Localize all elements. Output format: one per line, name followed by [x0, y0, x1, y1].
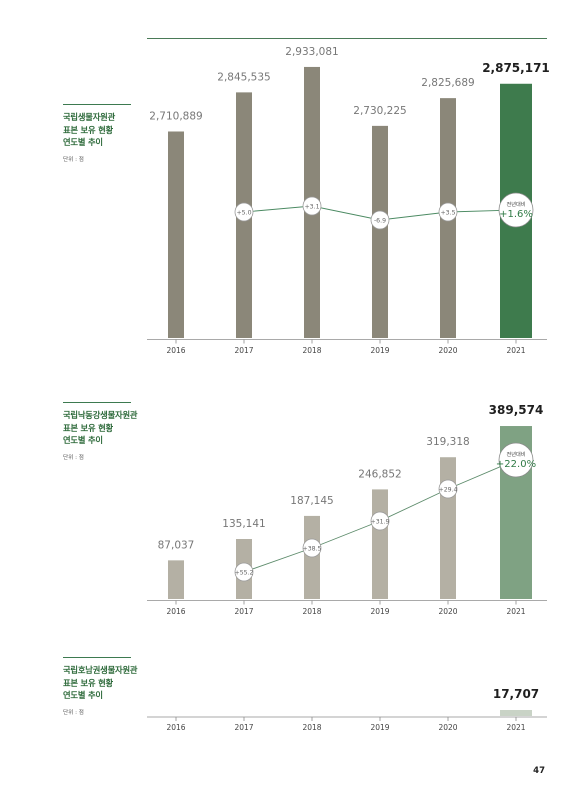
growth-marker: [438, 202, 458, 222]
x-tick-label: 2017: [234, 607, 253, 616]
bar: [372, 489, 388, 599]
page-number: 47: [533, 766, 545, 776]
growth-label-highlight: +22.0%: [496, 459, 536, 470]
chart-3: 2016 2017 2018 2019 2020 2021 17,707: [147, 687, 547, 732]
chart-2: 2016 2017 2018 2019 2020 2021 87,037 135,141 187…: [147, 403, 547, 616]
chart-1: 2016 2017 2018 2019 2020 2021 2,710,889 2,845,5…: [147, 46, 550, 355]
data-label: 2,845,535: [217, 71, 270, 83]
x-tick-label: 2019: [370, 723, 389, 732]
x-tick-label: 2020: [438, 607, 457, 616]
growth-marker: [234, 202, 254, 222]
growth-label: +3.5: [440, 209, 455, 216]
chart3-unit: 단위 : 점: [63, 709, 84, 716]
chart1-title: 국립생물자원관 표본 보유 현황 연도별 추이: [63, 112, 116, 148]
x-tick-label: 2021: [506, 607, 525, 616]
growth-marker: [438, 479, 458, 499]
bar: [440, 457, 456, 599]
growth-caption: 전년대비: [506, 450, 525, 458]
data-label: 2,730,225: [353, 105, 406, 117]
growth-marker: [302, 196, 322, 216]
growth-label: +29.4: [439, 486, 458, 493]
growth-caption: 전년대비: [506, 200, 525, 208]
x-tick-label: 2016: [166, 346, 185, 355]
growth-label: +5.0: [236, 209, 251, 216]
growth-marker: [302, 538, 322, 558]
bar: [168, 560, 184, 599]
data-label: 2,825,689: [421, 77, 474, 89]
x-tick-label: 2021: [506, 723, 525, 732]
growth-label: -6.9: [374, 217, 386, 224]
bar: [304, 515, 320, 599]
data-label: 2,933,081: [285, 46, 338, 58]
data-label: 17,707: [493, 687, 539, 701]
chart3-label-block: 국립호남권생물자원관 표본 보유 현황 연도별 추이 단위 : 점: [63, 657, 143, 716]
data-label: 2,710,889: [149, 110, 202, 122]
growth-marker-highlight: [498, 192, 534, 228]
growth-label: +38.5: [303, 545, 322, 552]
data-label: 135,141: [222, 518, 265, 530]
chart3-title: 국립호남권생물자원관 표본 보유 현황 연도별 추이: [63, 665, 138, 701]
x-tick-label: 2020: [438, 346, 457, 355]
x-tick-label: 2021: [506, 346, 525, 355]
growth-marker: [234, 562, 254, 582]
data-label: 2,875,171: [482, 61, 550, 75]
data-label: 319,318: [426, 436, 469, 448]
data-label: 87,037: [158, 539, 195, 551]
growth-marker-highlight: [498, 442, 534, 478]
growth-marker: [370, 210, 390, 230]
data-label: 389,574: [489, 403, 544, 417]
x-tick-label: 2016: [166, 607, 185, 616]
chart2-label-block: 국립낙동강생물자원관 표본 보유 현황 연도별 추이 단위 : 점: [63, 402, 143, 461]
x-tick-label: 2019: [370, 607, 389, 616]
x-tick-label: 2019: [370, 346, 389, 355]
chart2-label-rule: [63, 402, 131, 403]
x-tick-label: 2018: [302, 607, 321, 616]
chart1-unit: 단위 : 점: [63, 156, 84, 163]
x-tick-label: 2016: [166, 723, 185, 732]
growth-label: +55.2: [235, 569, 254, 576]
chart1-label-block: 국립생물자원관 표본 보유 현황 연도별 추이 단위 : 점: [63, 104, 143, 163]
bar: [500, 710, 532, 716]
x-tick-label: 2017: [234, 346, 253, 355]
chart1-label-rule: [63, 104, 131, 105]
x-tick-label: 2017: [234, 723, 253, 732]
chart3-label-rule: [63, 657, 131, 658]
x-tick-label: 2018: [302, 723, 321, 732]
growth-label: +31.9: [371, 518, 390, 525]
data-label: 246,852: [358, 468, 401, 480]
bar: [372, 125, 388, 339]
x-tick-label: 2018: [302, 346, 321, 355]
data-label: 187,145: [290, 495, 333, 507]
top-rule: [147, 38, 547, 39]
chart2-unit: 단위 : 점: [63, 454, 84, 461]
growth-marker: [370, 511, 390, 531]
bar: [168, 131, 184, 338]
growth-label-highlight: +1.6%: [499, 209, 533, 220]
growth-label: +3.1: [304, 203, 319, 210]
x-tick-label: 2020: [438, 723, 457, 732]
chart2-title: 국립낙동강생물자원관 표본 보유 현황 연도별 추이: [63, 410, 138, 446]
